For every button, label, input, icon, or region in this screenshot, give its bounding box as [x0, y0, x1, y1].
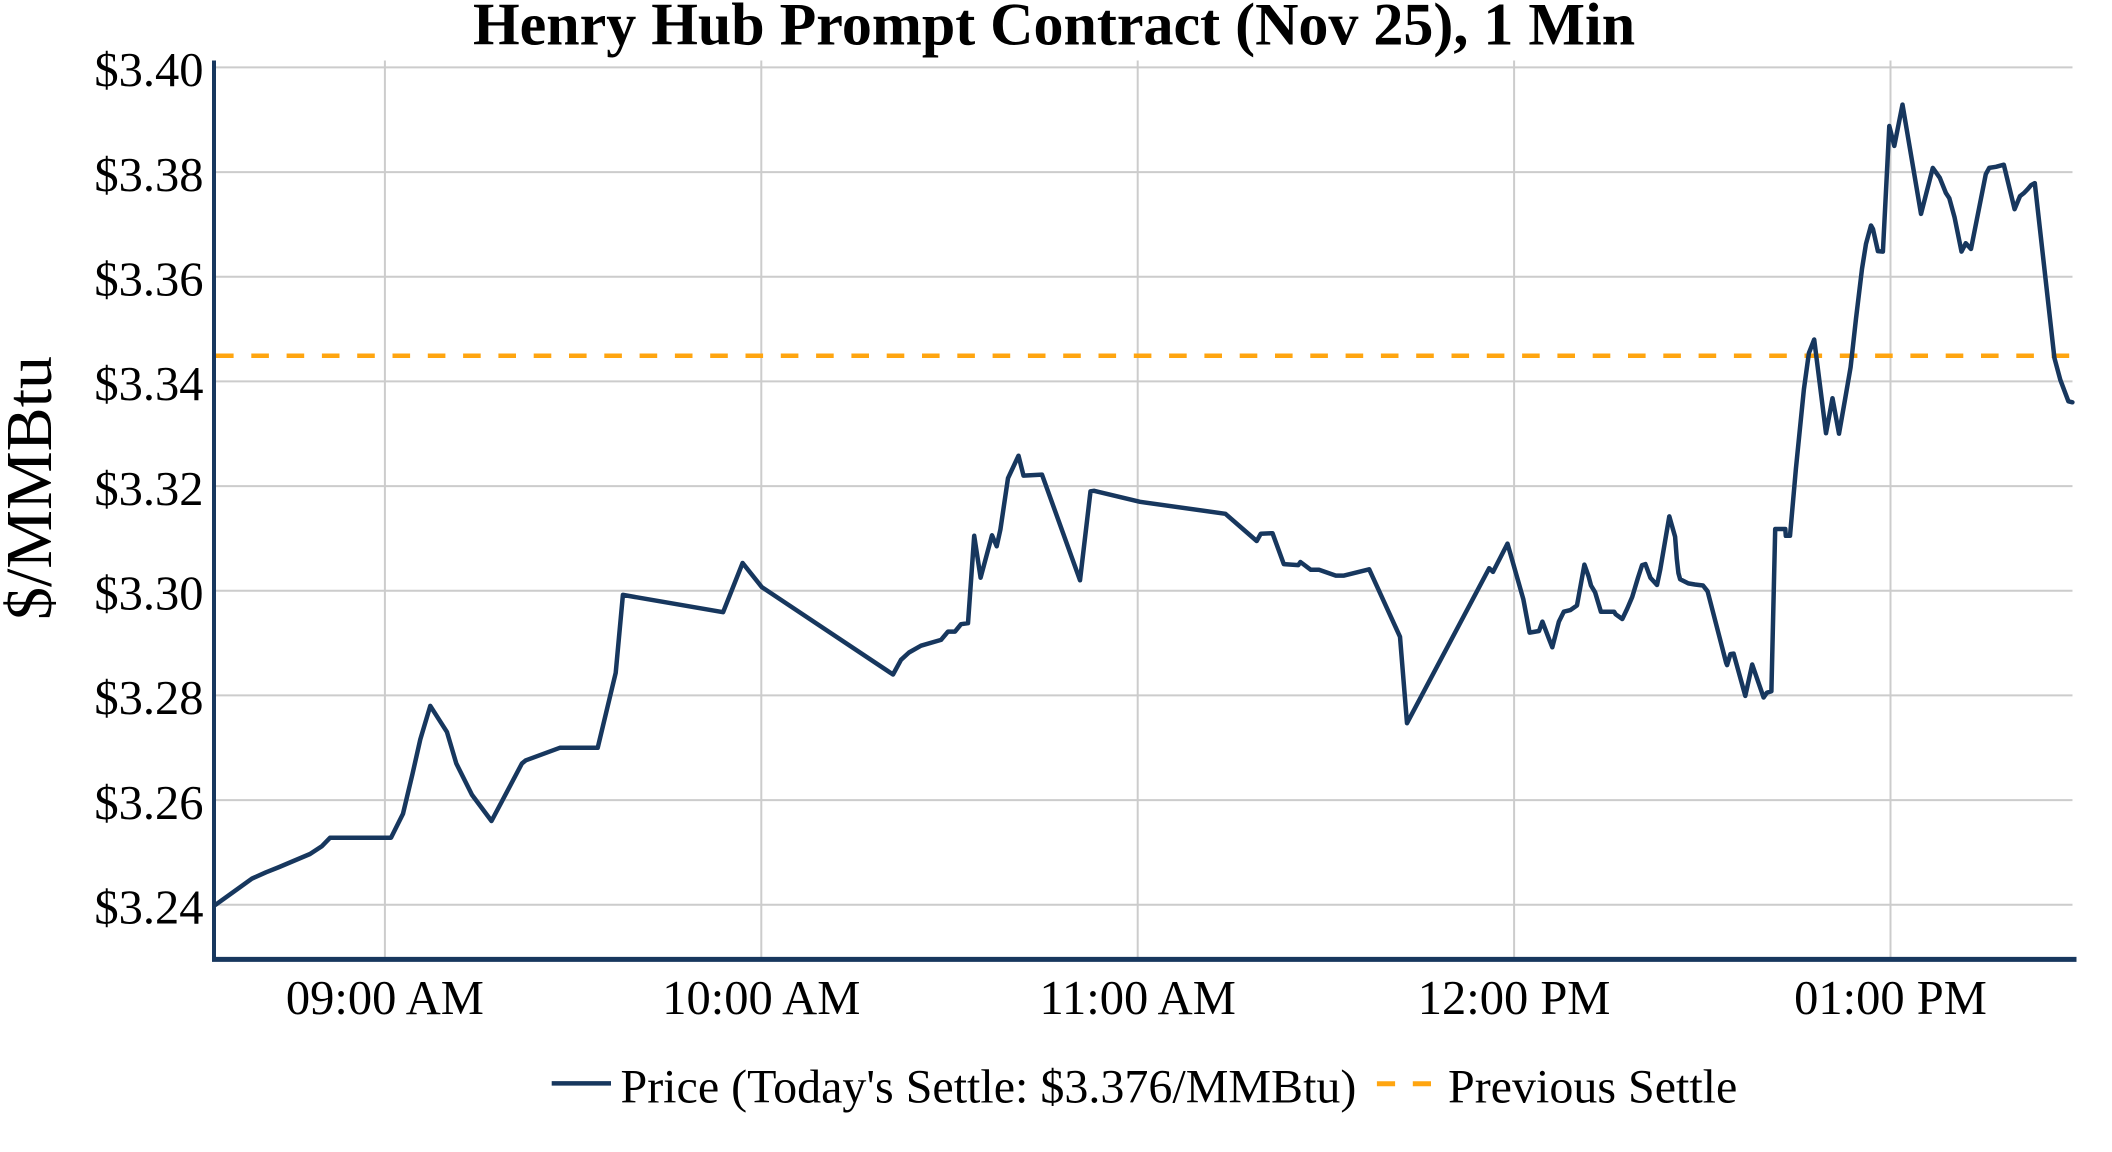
svg-text:$3.26: $3.26: [94, 777, 203, 830]
svg-text:Henry Hub Prompt Contract (Nov: Henry Hub Prompt Contract (Nov 25), 1 Mi…: [473, 0, 1635, 58]
svg-text:10:00 AM: 10:00 AM: [662, 972, 860, 1025]
svg-text:$3.38: $3.38: [94, 149, 203, 202]
svg-text:$3.32: $3.32: [94, 463, 203, 516]
svg-text:$/MMBtu: $/MMBtu: [0, 356, 66, 620]
svg-text:11:00 AM: 11:00 AM: [1040, 972, 1236, 1025]
svg-text:Previous Settle: Previous Settle: [1448, 1061, 1737, 1114]
svg-text:$3.24: $3.24: [94, 882, 203, 935]
svg-text:$3.34: $3.34: [94, 358, 203, 411]
svg-text:$3.30: $3.30: [94, 568, 203, 621]
svg-text:12:00 PM: 12:00 PM: [1418, 972, 1611, 1025]
svg-text:$3.40: $3.40: [94, 44, 203, 97]
svg-text:09:00 AM: 09:00 AM: [286, 972, 484, 1025]
svg-text:$3.36: $3.36: [94, 253, 203, 306]
svg-text:01:00 PM: 01:00 PM: [1794, 972, 1987, 1025]
svg-text:Price (Today's Settle: $3.376/: Price (Today's Settle: $3.376/MMBtu): [621, 1061, 1357, 1114]
svg-text:$3.28: $3.28: [94, 672, 203, 725]
